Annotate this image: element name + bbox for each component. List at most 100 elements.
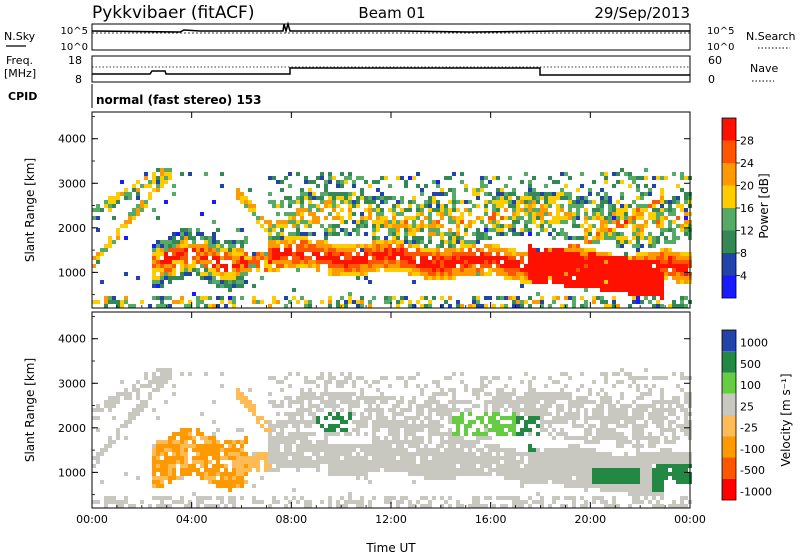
velocity-cell <box>276 404 280 408</box>
power-cell <box>644 208 648 212</box>
power-cell <box>200 296 204 300</box>
velocity-cell <box>404 464 408 468</box>
velocity-cell <box>512 400 516 404</box>
power-cell <box>504 276 508 280</box>
power-cell <box>652 256 656 260</box>
power-cell <box>332 252 336 256</box>
velocity-cell <box>596 392 600 396</box>
velocity-cell <box>532 388 536 392</box>
power-cell <box>240 252 244 256</box>
velocity-cell <box>392 436 396 440</box>
velocity-cell <box>636 408 640 412</box>
velocity-cell <box>636 468 640 472</box>
power-cell <box>232 296 236 300</box>
velocity-cell <box>528 400 532 404</box>
velocity-cell <box>460 380 464 384</box>
velocity-cell <box>456 468 460 472</box>
velocity-cell <box>308 440 312 444</box>
power-cell <box>680 256 684 260</box>
nave-label: Nave <box>750 62 778 75</box>
power-cell <box>672 228 676 232</box>
power-cell <box>652 200 656 204</box>
power-cell <box>668 252 672 256</box>
velocity-cell <box>168 436 172 440</box>
velocity-cell <box>152 444 156 448</box>
velocity-cell <box>452 396 456 400</box>
power-cell <box>660 268 664 272</box>
velocity-cell <box>424 472 428 476</box>
velocity-cell <box>264 460 268 464</box>
power-cell <box>680 188 684 192</box>
velocity-cell <box>660 448 664 452</box>
power-cell <box>600 300 604 304</box>
power-cell <box>628 172 632 176</box>
velocity-cell <box>496 408 500 412</box>
velocity-cell <box>628 464 632 468</box>
velocity-cell <box>660 456 664 460</box>
velocity-cell <box>656 400 660 404</box>
power-cell <box>212 244 216 248</box>
velocity-cell <box>540 496 544 500</box>
velocity-cell <box>296 372 300 376</box>
velocity-cell <box>356 424 360 428</box>
velocity-cell <box>192 464 196 468</box>
power-cell <box>500 272 504 276</box>
velocity-cell <box>160 472 164 476</box>
power-cell <box>552 216 556 220</box>
velocity-cell <box>436 408 440 412</box>
power-cell <box>372 180 376 184</box>
power-cell <box>616 260 620 264</box>
power-cell <box>520 200 524 204</box>
velocity-cell <box>328 372 332 376</box>
power-cell <box>468 260 472 264</box>
velocity-cell <box>232 452 236 456</box>
velocity-cell <box>252 408 256 412</box>
power-cell <box>412 256 416 260</box>
velocity-cell <box>648 404 652 408</box>
velocity-cell <box>524 452 528 456</box>
velocity-cell <box>160 372 164 376</box>
power-cell <box>220 272 224 276</box>
power-cell <box>568 268 572 272</box>
velocity-cell <box>620 488 624 492</box>
velocity-cell <box>128 416 132 420</box>
power-cell <box>560 192 564 196</box>
power-cell <box>564 304 568 308</box>
power-cell <box>104 304 108 308</box>
power-cell <box>556 256 560 260</box>
power-cell <box>608 204 612 208</box>
velocity-cell <box>356 452 360 456</box>
power-cell <box>440 304 444 308</box>
power-cell <box>336 248 340 252</box>
power-cell <box>660 232 664 236</box>
power-cell <box>380 260 384 264</box>
velocity-cell <box>540 396 544 400</box>
power-cell <box>316 256 320 260</box>
power-cell <box>448 264 452 268</box>
power-cell <box>588 232 592 236</box>
power-cell <box>656 176 660 180</box>
velocity-cell <box>612 372 616 376</box>
velocity-cell <box>352 384 356 388</box>
power-cell <box>536 248 540 252</box>
power-cell <box>552 276 556 280</box>
velocity-cell <box>676 424 680 428</box>
power-cell <box>332 216 336 220</box>
velocity-cell <box>684 476 688 480</box>
velocity-cell <box>348 468 352 472</box>
power-cell <box>440 256 444 260</box>
velocity-cell <box>448 444 452 448</box>
power-cell <box>404 248 408 252</box>
velocity-cell <box>276 444 280 448</box>
power-cell <box>468 240 472 244</box>
power-cell <box>212 304 216 308</box>
power-cell <box>440 276 444 280</box>
power-cell <box>272 204 276 208</box>
velocity-cell <box>200 432 204 436</box>
power-cell <box>680 224 684 228</box>
velocity-cell <box>480 456 484 460</box>
power-cell <box>568 256 572 260</box>
power-cell <box>644 276 648 280</box>
power-cell <box>564 212 568 216</box>
power-cell <box>524 204 528 208</box>
